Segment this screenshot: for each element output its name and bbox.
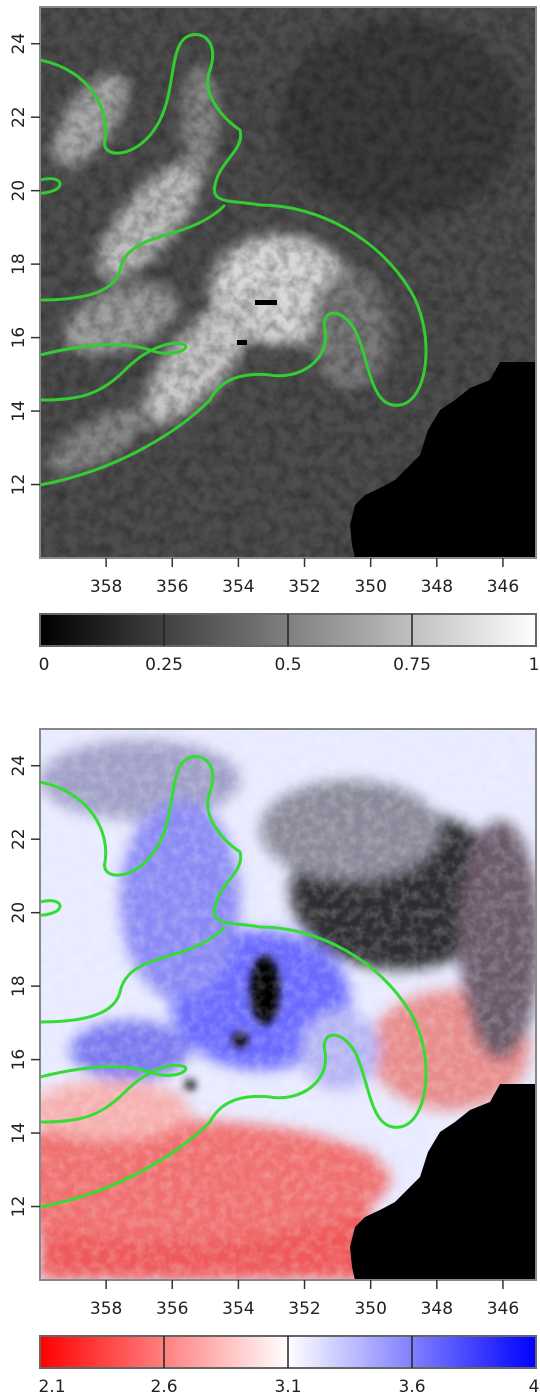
colorbar-tick-label: 0.5 [274,655,301,675]
plot-frame [39,728,537,1281]
colorbar-grayscale: 0 0.25 0.5 0.75 1 [39,613,540,675]
y-tick-label: 14 [9,1122,29,1144]
y-tick-label: 22 [9,828,29,850]
plot-frame [39,6,537,559]
x-tick-label: 346 [487,577,519,597]
colorbar-tick-label: 3.6 [398,1377,425,1397]
colorbar-tick-label: 2.6 [150,1377,177,1397]
x-tick-label: 358 [90,1299,122,1319]
colorbar-tick-label: 0 [39,655,50,675]
colorbar-red-white-blue: 2.1 2.6 3.1 3.6 4 [38,1335,540,1397]
contour-line [40,203,227,302]
y-tick-label: 12 [9,1196,29,1218]
x-tick-label: 348 [421,577,453,597]
colorbar-tick-label: 1 [529,655,540,675]
x-tick-label: 354 [222,1299,254,1319]
y-tick-label: 22 [9,106,29,128]
contour-line [40,177,62,195]
contour-line [40,1063,188,1124]
x-tick-label: 350 [354,577,386,597]
heatmap-panel-grayscale: 358 356 354 352 350 348 346 12 14 16 18 20 22 24 [9,6,537,597]
x-tick-label: 350 [354,1299,386,1319]
y-tick-label: 16 [9,327,29,349]
x-tick-label: 358 [90,577,122,597]
y-tick-label: 14 [9,400,29,422]
y-tick-label: 12 [9,474,29,496]
colorbar-tick-label: 0.25 [145,655,183,675]
x-tick-label: 356 [156,1299,188,1319]
y-tick-label: 20 [9,180,29,202]
contour-line [40,341,188,402]
masked-region [350,1084,536,1280]
y-tick-label: 18 [9,975,29,997]
y-tick-label: 18 [9,253,29,275]
contour-line [40,899,62,917]
colorbar-tick-label: 3.1 [274,1377,301,1397]
y-tick-label: 20 [9,902,29,924]
x-tick-label: 352 [288,577,320,597]
x-tick-label: 346 [487,1299,519,1319]
heatmap-panel-red-white-blue: 358 356 354 352 350 348 346 12 14 16 18 20 22 24 [9,728,537,1319]
contour-line [40,33,428,487]
x-tick-label: 354 [222,577,254,597]
contour-line [40,755,428,1209]
colorbar-tick-label: 4 [529,1377,540,1397]
x-tick-label: 348 [421,1299,453,1319]
x-tick-label: 352 [288,1299,320,1319]
y-tick-label: 24 [9,755,29,777]
masked-region [350,362,536,558]
x-tick-label: 356 [156,577,188,597]
y-tick-label: 16 [9,1049,29,1071]
colorbar-tick-label: 0.75 [393,655,431,675]
contour-line [40,925,227,1024]
colorbar-tick-label: 2.1 [38,1377,65,1397]
y-tick-label: 24 [9,33,29,55]
